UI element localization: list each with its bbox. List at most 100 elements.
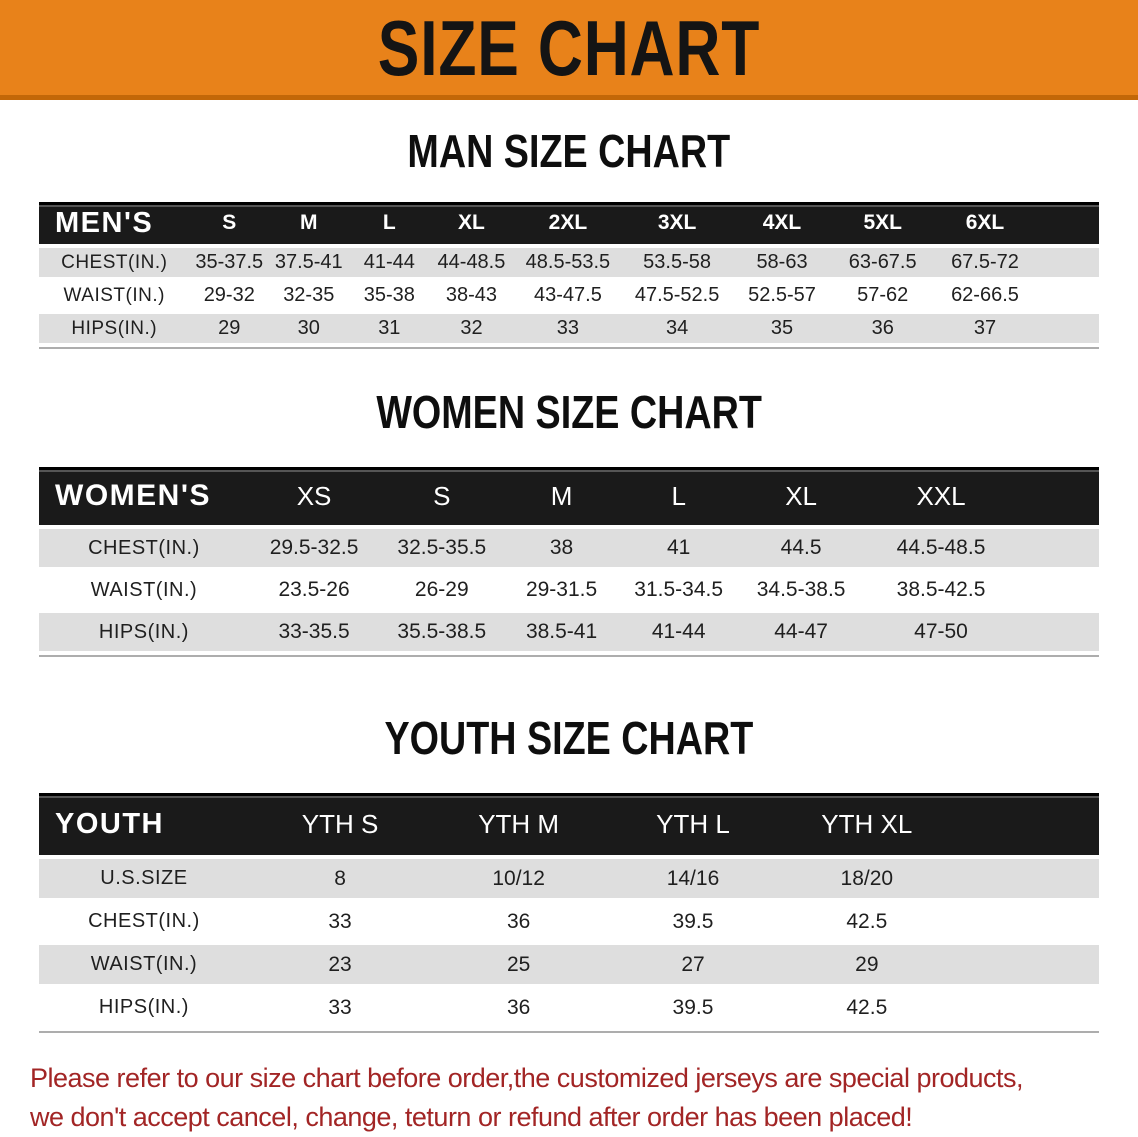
women-column-header: L [618, 467, 739, 525]
women-section: WOMEN SIZE CHART WOMEN'S XS S M L XL XXL [0, 389, 1138, 657]
size-value: 36 [431, 988, 607, 1027]
men-hips-row: HIPS(IN.) 29 30 31 32 33 34 35 36 37 [39, 314, 1099, 343]
size-value: 18/20 [779, 859, 954, 898]
men-chest-row: CHEST(IN.) 35-37.5 37.5-41 41-44 44-48.5… [39, 248, 1099, 277]
header-spacer-cell [1037, 202, 1099, 244]
men-column-header: XL [430, 202, 513, 244]
size-value: 35 [731, 314, 833, 343]
row-label: CHEST(IN.) [39, 902, 249, 941]
size-value: 41-44 [348, 248, 431, 277]
spacer-cell [1018, 571, 1099, 609]
size-value: 47.5-52.5 [623, 281, 732, 310]
size-value: 35-38 [348, 281, 431, 310]
men-size-table: MEN'S S M L XL 2XL 3XL 4XL 5XL 6XL CHEST… [39, 198, 1099, 347]
men-size-table-wrap: MEN'S S M L XL 2XL 3XL 4XL 5XL 6XL CHEST… [39, 198, 1099, 349]
size-value: 36 [431, 902, 607, 941]
row-label: HIPS(IN.) [39, 613, 249, 651]
spacer-cell [1037, 248, 1099, 277]
size-value: 35-37.5 [189, 248, 270, 277]
size-value: 44-48.5 [430, 248, 513, 277]
disclaimer-line-1: Please refer to our size chart before or… [30, 1063, 1024, 1093]
disclaimer-line-2: we don't accept cancel, change, teturn o… [30, 1102, 913, 1133]
size-value: 36 [832, 314, 933, 343]
women-header-row: WOMEN'S XS S M L XL XXL [39, 467, 1099, 525]
spacer-cell [1037, 314, 1099, 343]
spacer-cell [953, 945, 1099, 984]
women-group-label: WOMEN'S [39, 467, 249, 525]
youth-section: YOUTH SIZE CHART YOUTH YTH S YTH M YTH L… [0, 715, 1138, 1033]
men-column-header: M [269, 202, 349, 244]
size-value: 29 [189, 314, 270, 343]
size-value: 33 [512, 314, 624, 343]
women-column-header: XL [738, 467, 864, 525]
men-column-header: 3XL [623, 202, 732, 244]
women-column-header: XS [248, 467, 380, 525]
spacer-cell [953, 988, 1099, 1027]
size-value: 38-43 [430, 281, 513, 310]
size-value: 52.5-57 [731, 281, 833, 310]
men-column-header: 2XL [512, 202, 624, 244]
size-value: 14/16 [606, 859, 780, 898]
size-value: 48.5-53.5 [512, 248, 624, 277]
size-value: 33-35.5 [248, 613, 380, 651]
size-value: 43-47.5 [512, 281, 624, 310]
size-value: 34 [623, 314, 732, 343]
banner: SIZE CHART [0, 0, 1138, 100]
row-label: CHEST(IN.) [39, 248, 190, 277]
size-value: 41 [618, 529, 739, 567]
size-value: 29.5-32.5 [248, 529, 380, 567]
size-value: 42.5 [779, 988, 954, 1027]
size-value: 34.5-38.5 [738, 571, 864, 609]
disclaimer: Please refer to our size chart before or… [30, 1059, 1102, 1137]
women-chest-row: CHEST(IN.) 29.5-32.5 32.5-35.5 38 41 44.… [39, 529, 1099, 567]
women-section-heading-text: WOMEN SIZE CHART [376, 386, 762, 438]
size-value: 31.5-34.5 [618, 571, 739, 609]
size-value: 38.5-42.5 [863, 571, 1019, 609]
men-header-row: MEN'S S M L XL 2XL 3XL 4XL 5XL 6XL [39, 202, 1099, 244]
size-value: 42.5 [779, 902, 954, 941]
row-label: CHEST(IN.) [39, 529, 249, 567]
size-value: 57-62 [832, 281, 933, 310]
men-waist-row: WAIST(IN.) 29-32 32-35 35-38 38-43 43-47… [39, 281, 1099, 310]
size-value: 47-50 [863, 613, 1019, 651]
spacer-cell [1037, 281, 1099, 310]
size-value: 31 [348, 314, 431, 343]
size-value: 8 [248, 859, 432, 898]
size-value: 38.5-41 [504, 613, 619, 651]
size-value: 44-47 [738, 613, 864, 651]
men-group-label: MEN'S [39, 202, 190, 244]
size-value: 27 [606, 945, 780, 984]
size-value: 26-29 [379, 571, 505, 609]
size-value: 23 [248, 945, 432, 984]
size-value: 44.5-48.5 [863, 529, 1019, 567]
youth-chest-row: CHEST(IN.) 33 36 39.5 42.5 [39, 902, 1099, 941]
size-value: 44.5 [738, 529, 864, 567]
women-size-table-wrap: WOMEN'S XS S M L XL XXL CHEST(IN.) 29.5-… [39, 463, 1099, 657]
size-value: 25 [431, 945, 607, 984]
banner-title: SIZE CHART [377, 3, 761, 92]
men-section-heading: MAN SIZE CHART [0, 128, 1138, 174]
men-section-heading-text: MAN SIZE CHART [407, 125, 731, 177]
row-label: WAIST(IN.) [39, 945, 249, 984]
size-value: 39.5 [606, 988, 780, 1027]
size-value: 32 [430, 314, 513, 343]
spacer-cell [1018, 613, 1099, 651]
size-value: 30 [269, 314, 349, 343]
size-value: 35.5-38.5 [379, 613, 505, 651]
size-value: 33 [248, 988, 432, 1027]
size-value: 29 [779, 945, 954, 984]
women-column-header: M [504, 467, 619, 525]
youth-ussize-row: U.S.SIZE 8 10/12 14/16 18/20 [39, 859, 1099, 898]
women-column-header: S [379, 467, 505, 525]
women-size-table: WOMEN'S XS S M L XL XXL CHEST(IN.) 29.5-… [39, 463, 1099, 655]
size-value: 63-67.5 [832, 248, 933, 277]
row-label: WAIST(IN.) [39, 571, 249, 609]
size-value: 38 [504, 529, 619, 567]
size-value: 10/12 [431, 859, 607, 898]
youth-hips-row: HIPS(IN.) 33 36 39.5 42.5 [39, 988, 1099, 1027]
youth-column-header: YTH L [606, 793, 780, 855]
size-value: 39.5 [606, 902, 780, 941]
size-value: 23.5-26 [248, 571, 380, 609]
header-spacer-cell [1018, 467, 1099, 525]
